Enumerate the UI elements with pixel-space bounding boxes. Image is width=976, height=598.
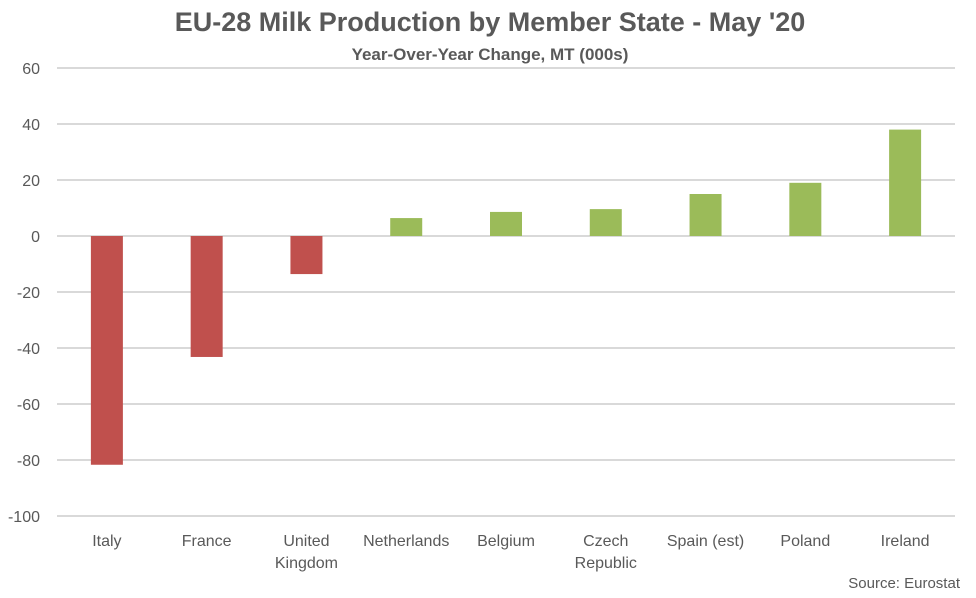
bar xyxy=(490,211,522,236)
y-axis-ticks: 60 40 20 0 -20 -40 -60 -80 -100 xyxy=(8,61,40,526)
bar xyxy=(689,194,722,236)
x-category-label: France xyxy=(182,533,232,550)
x-category-label: Poland xyxy=(780,533,830,550)
x-category-label: Czech Republic xyxy=(575,533,637,572)
y-tick-label: -80 xyxy=(17,453,40,470)
bars xyxy=(90,129,922,465)
source-note: Source: Eurostat xyxy=(848,575,961,592)
bar xyxy=(889,129,922,236)
bar xyxy=(90,236,123,465)
bar xyxy=(390,218,423,236)
y-tick-label: -60 xyxy=(17,397,40,414)
x-category-label: Belgium xyxy=(477,533,535,550)
y-tick-label: 20 xyxy=(22,173,40,190)
x-category-label: Ireland xyxy=(881,533,930,550)
chart-title: EU-28 Milk Production by Member State - … xyxy=(175,7,806,37)
x-category-label: Netherlands xyxy=(363,533,449,550)
bar xyxy=(789,182,822,236)
bar xyxy=(589,209,622,236)
y-tick-label: -40 xyxy=(17,341,40,358)
bar xyxy=(290,236,323,275)
x-axis-categories: Italy France United Kingdom Netherlands Belgi… xyxy=(92,533,929,572)
x-category-label: Spain (est) xyxy=(667,533,744,550)
chart-subtitle: Year-Over-Year Change, MT (000s) xyxy=(352,45,629,64)
bar xyxy=(190,236,223,357)
y-tick-label: -20 xyxy=(17,285,40,302)
y-tick-label: 40 xyxy=(22,117,40,134)
y-tick-label: 60 xyxy=(22,61,40,78)
x-category-label: Italy xyxy=(92,533,121,550)
y-tick-label: -100 xyxy=(8,509,40,526)
y-tick-label: 0 xyxy=(31,229,40,246)
x-category-label: United Kingdom xyxy=(275,533,338,572)
